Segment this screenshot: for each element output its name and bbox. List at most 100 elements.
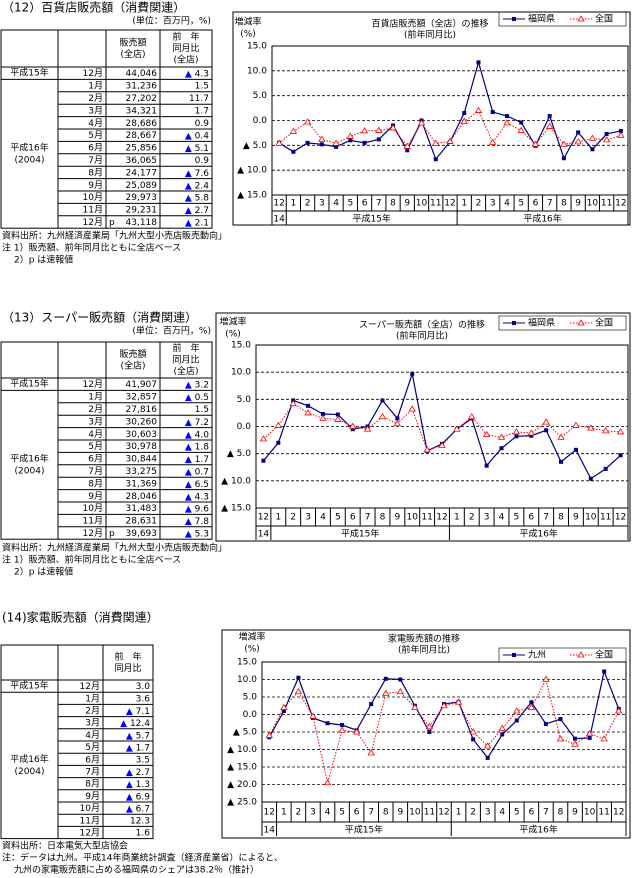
x-tick-label: 10 [407,513,419,523]
x-tick-label: 7 [368,808,374,818]
marker [542,675,550,682]
yoy-cell: ▲ 1.3 [126,780,150,790]
marker [274,421,283,428]
negative-mark: ▲ [185,504,192,514]
marker [602,669,607,674]
month-cell: 2月 [85,706,100,717]
number: 2.7 [192,206,209,216]
negative-mark: ▲ [126,792,133,802]
x-tick-label: 11 [601,199,612,209]
marker [375,126,383,133]
month-cell: 11月 [80,815,100,826]
x-tick-label: 9 [572,808,578,818]
y-tick-label: 15.0 [247,42,267,52]
marker [618,128,623,133]
marker [289,399,297,407]
marker [514,434,519,439]
x-tick-label: 7 [543,808,549,818]
month-cell: 4月 [85,730,100,741]
marker [527,429,535,436]
preliminary-mark: p [109,218,115,228]
negative-mark: ▲ [185,492,192,502]
negative-mark: ▲ [120,719,127,729]
marker [504,114,509,119]
month-cell: 7月 [88,466,103,477]
negative-mark: ▲ [126,780,133,790]
marker [531,140,540,147]
marker [280,703,288,710]
note: 注：データは九州。平成14年商業統計調査（経済産業省）によると、 [2,852,283,864]
note: 資料出所：日本電気大型店協会 [2,840,128,852]
marker [319,142,324,147]
month-cell: 12月 [80,681,100,692]
x-tick-label: 12 [436,513,447,523]
legend-label: 福岡県 [528,13,555,25]
yoy-cell: 1.5 [195,405,209,415]
marker [573,447,578,452]
legend-box [498,11,627,27]
sales-cell: 24,177 [126,168,158,178]
marker [411,703,419,710]
x-tick-label: 8 [390,199,396,209]
yoy-cell: ▲ 6.7 [126,804,150,814]
negative-mark: ▲ [185,380,192,390]
marker [471,737,476,742]
y-axis-unit: (%) [225,330,241,340]
marker [363,425,372,432]
marker [517,126,525,133]
x-tick-label: 1 [454,513,460,523]
x-tick-label: 7 [376,199,382,209]
number: 7.8 [192,517,209,527]
legend-marker [512,17,516,21]
sales-cell: 34,321 [126,106,158,116]
x-tick-label: 10 [584,808,596,818]
x-tick-label: 9 [573,513,579,523]
note: 九州の家電販売額に占める福岡県のシェアは38.2％（推計） [14,864,259,876]
x-tick-label: 11 [421,513,432,523]
month-cell: 8月 [85,779,100,790]
number: 6.5 [192,479,209,489]
marker [529,433,534,438]
marker [291,149,296,154]
marker [305,140,310,145]
marker [320,412,325,417]
x-tick-label: 2 [296,808,302,818]
marker [423,446,431,453]
month-cell: 7月 [88,155,103,166]
x-tick-label: 11 [600,513,611,523]
x-tick-label: 8 [383,808,389,818]
number: 2.1 [192,218,209,228]
yoy-cell: ▲ 2.7 [126,768,150,778]
negative-mark: ▲ [126,707,133,717]
yoy-cell: ▲ 4.0 [185,430,209,440]
legend-label: 全国 [595,13,613,25]
month-cell: 5月 [88,441,103,452]
month-cell: 1月 [85,693,100,704]
x-group-label: 平成15年 [341,528,379,540]
month-cell: 11月 [83,205,103,216]
section-title: （12）百貨店販売額（消費関連） [2,0,185,15]
x-tick-label: 1 [461,199,467,209]
yoy-cell: ▲ 2.1 [185,218,209,228]
x-tick-label: 6 [533,199,539,209]
column-header: (全店) [120,359,145,371]
number: 0.5 [192,393,209,403]
y-tick-label: 0.0 [253,116,268,126]
marker [604,131,609,136]
x-tick-label: 5 [335,513,341,523]
x-tick-label: 9 [397,808,403,818]
sales-cell: 30,603 [126,430,158,440]
month-cell: 7月 [85,767,100,778]
x-tick-label: 6 [362,199,368,209]
legend-marker [512,653,516,657]
x-tick-label: 4 [325,808,331,818]
marker [334,144,339,149]
marker [489,138,497,145]
marker [398,677,403,682]
yoy-cell: ▲ 0.4 [185,131,209,141]
marker [304,409,312,416]
negative-mark: ▲ [185,393,192,403]
marker [476,60,481,65]
year-label: 平成16年 [10,452,48,464]
plot-border [271,45,629,196]
